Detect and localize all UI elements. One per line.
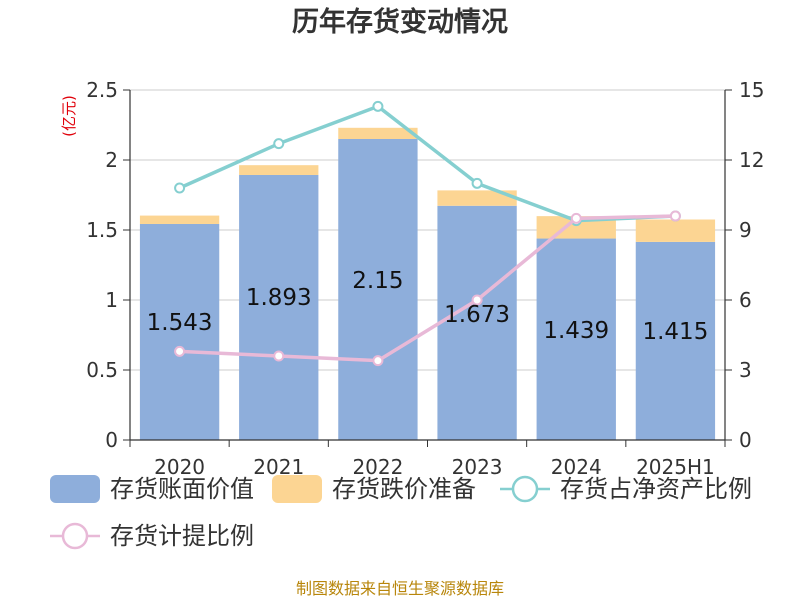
left-axis-tick-label: 1 [105, 288, 118, 312]
left-axis-tick-label: 2.5 [86, 78, 118, 102]
bar-存货账面价值-2025H1 [635, 241, 716, 440]
data-labels: 1.543 1.893 2.15 1.673 1.439 1.415 [147, 268, 709, 345]
legend-swatch-存货账面价值 [50, 475, 100, 503]
chart-title: 历年存货变动情况 [292, 6, 508, 38]
bar-存货账面价值-2024 [536, 238, 616, 440]
point-存货计提比例-2024 [570, 212, 582, 224]
grid [130, 89, 725, 371]
x-axis-tick-label: 2022 [352, 455, 403, 479]
legend-label: 存货计提比例 [110, 522, 254, 550]
bar-value-label: 1.439 [543, 318, 609, 344]
bar-存货跌价准备-2025H1 [635, 219, 716, 242]
legend-label: 存货跌价准备 [332, 475, 476, 503]
point-存货占净资产比例-2021 [273, 138, 285, 150]
point-存货计提比例-2023 [471, 294, 483, 306]
line-存货计提比例 [179, 214, 676, 363]
right-axis-tick-label: 12 [739, 148, 764, 172]
point-存货占净资产比例-2022 [372, 100, 384, 112]
right-axis-tick-label: 3 [739, 358, 752, 382]
legend-swatch-存货跌价准备 [272, 475, 322, 503]
left-axis-unit: (亿元) [60, 95, 78, 137]
bar-存货账面价值-2021 [239, 174, 319, 441]
bar-存货跌价准备-2023 [437, 190, 517, 206]
right-axis-tick-label: 15 [739, 78, 764, 102]
point-存货计提比例-2022 [372, 355, 384, 367]
bar-value-label: 2.15 [352, 268, 403, 294]
point-存货计提比例-2021 [273, 350, 285, 362]
bar-value-label: 1.415 [642, 319, 708, 345]
point-存货计提比例-2020 [174, 345, 186, 357]
x-axis-tick-label: 2025H1 [636, 455, 715, 479]
legend-marker-存货计提比例 [61, 522, 89, 550]
bar-存货账面价值-2023 [437, 205, 517, 440]
lines [174, 100, 681, 367]
legend-label: 存货账面价值 [110, 475, 254, 503]
bar-value-label: 1.673 [444, 302, 510, 328]
legend-marker-存货占净资产比例 [511, 475, 539, 503]
left-axis-tick-label: 0.5 [86, 358, 118, 382]
line-存货占净资产比例 [178, 104, 676, 223]
left-axis-tick-label: 0 [105, 428, 118, 452]
bar-存货账面价值-2022 [338, 139, 418, 440]
bar-value-label: 1.543 [147, 310, 213, 336]
left-axis-tick-label: 1.5 [86, 218, 118, 242]
right-axis-tick-label: 0 [739, 428, 752, 452]
source-note: 制图数据来自恒生聚源数据库 [296, 579, 504, 598]
x-axis-tick-label: 2020 [154, 455, 205, 479]
point-存货占净资产比例-2023 [471, 177, 483, 189]
left-axis-tick-label: 2 [105, 148, 118, 172]
legend-label: 存货占净资产比例 [560, 475, 752, 503]
bar-存货跌价准备-2020 [139, 215, 220, 224]
x-axis-tick-label: 2023 [452, 455, 503, 479]
bars [139, 127, 716, 441]
point-存货计提比例-2025H1 [669, 210, 681, 222]
bar-存货跌价准备-2022 [338, 127, 418, 139]
bar-存货跌价准备-2021 [239, 165, 319, 175]
point-存货占净资产比例-2020 [174, 182, 186, 194]
x-axis-tick-label: 2024 [551, 455, 602, 479]
right-axis-tick-label: 9 [739, 218, 752, 242]
bar-value-label: 1.893 [246, 285, 312, 311]
bar-存货账面价值-2020 [139, 223, 220, 440]
right-axis-tick-label: 6 [739, 288, 752, 312]
